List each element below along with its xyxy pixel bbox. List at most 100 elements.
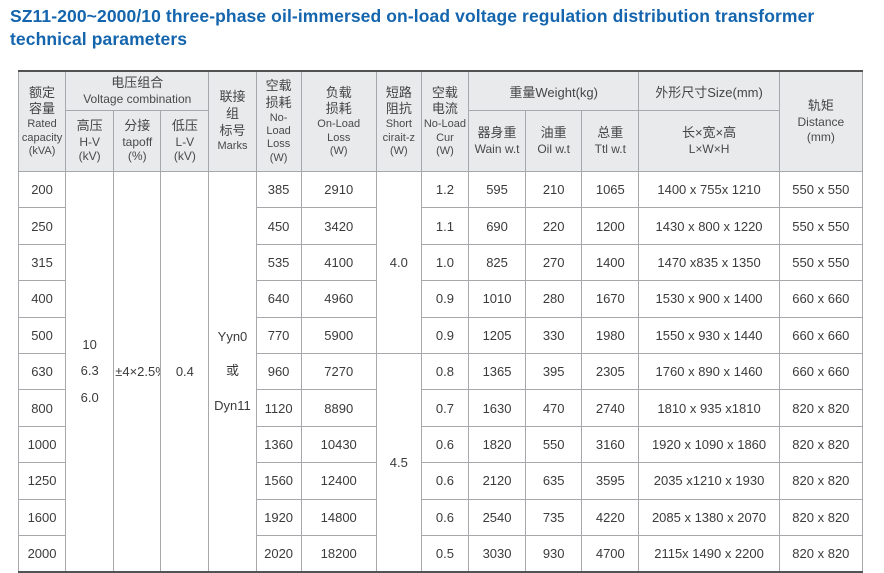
header-rated-capacity: 额定 容量 Rated capacity (kVA) xyxy=(17,70,67,172)
cell-distance: 820 x 820 xyxy=(778,389,864,427)
table-row: 250 450 3420 1.1 690 220 1200 1430 x 800 x 1220… xyxy=(17,207,864,245)
cell-wain-weight: 2540 xyxy=(467,498,527,536)
cell-wain-weight: 1820 xyxy=(467,425,527,464)
header-voltage-combination-en: Voltage combination xyxy=(83,92,192,107)
cell-size: 1920 x 1090 x 1860 xyxy=(638,425,780,464)
cell-no-load-loss: 1560 xyxy=(255,462,302,500)
header-distance: 轨矩 Distance (mm) xyxy=(778,70,864,172)
cell-on-load-loss: 8890 xyxy=(300,389,377,427)
header-voltage-combination-zh: 电压组合 xyxy=(111,75,164,91)
header-marks-en: Marks xyxy=(217,140,248,153)
cell-rated-capacity: 500 xyxy=(17,316,67,354)
cell-on-load-loss: 10430 xyxy=(300,425,377,464)
cell-short-circuit-merged: 4.0 xyxy=(375,171,422,354)
cropped-text-artifact: SZ11-200~2000/10 three-phase oil-immerse… xyxy=(10,0,876,3)
cell-oil-weight: 330 xyxy=(525,316,583,354)
cell-oil-weight: 395 xyxy=(525,352,583,391)
table-row: 315 535 4100 1.0 825 270 1400 1470 x835 x 1350 5… xyxy=(17,243,864,282)
cell-size: 2085 x 1380 x 2070 xyxy=(638,498,780,536)
header-oil-weight-en: Oil w.t xyxy=(537,142,570,157)
cell-on-load-loss: 12400 xyxy=(300,462,377,500)
cell-on-load-loss: 7270 xyxy=(300,352,377,391)
header-lwh-en: L×W×H xyxy=(688,142,730,157)
cell-distance: 550 x 550 xyxy=(778,243,864,282)
cell-wain-weight: 2120 xyxy=(467,462,527,500)
cell-total-weight: 1980 xyxy=(581,316,640,354)
cell-on-load-loss: 2910 xyxy=(300,170,377,209)
cell-no-load-current: 1.0 xyxy=(420,243,469,282)
header-distance-zh: 轨矩 xyxy=(807,98,834,114)
cell-rated-capacity: 630 xyxy=(17,352,67,391)
cell-size: 1760 x 890 x 1460 xyxy=(638,352,780,391)
cell-on-load-loss: 4100 xyxy=(300,243,377,282)
cell-rated-capacity: 200 xyxy=(17,170,67,209)
cell-no-load-current: 0.6 xyxy=(420,498,469,536)
header-on-load-loss-zh: 负载 损耗 xyxy=(325,84,352,117)
cell-size: 1530 x 900 x 1400 xyxy=(638,280,780,318)
cell-no-load-loss: 385 xyxy=(255,170,302,209)
cell-distance: 660 x 660 xyxy=(778,316,864,354)
header-on-load-loss-en: On-Load Loss (W) xyxy=(317,118,361,158)
cell-total-weight: 1670 xyxy=(581,280,640,318)
cell-total-weight: 1065 xyxy=(581,170,640,209)
cell-oil-weight: 270 xyxy=(525,243,583,282)
cell-tapoff-merged: ±4×2.5% xyxy=(113,171,162,573)
header-tapoff: 分接 tapoff (%) xyxy=(113,110,162,172)
cell-distance: 550 x 550 xyxy=(778,207,864,245)
header-no-load-loss: 空载 损耗 No-Load Loss (W) xyxy=(255,70,302,172)
page-title: SZ11-200~2000/10 three-phase oil-immerse… xyxy=(10,5,814,51)
cell-no-load-current: 0.9 xyxy=(420,280,469,318)
cell-size: 2035 x1210 x 1930 xyxy=(638,462,780,500)
cell-distance: 820 x 820 xyxy=(778,462,864,500)
header-oil-weight: 油重 Oil w.t xyxy=(525,110,583,172)
cell-distance: 820 x 820 xyxy=(778,498,864,536)
cell-total-weight: 4220 xyxy=(581,498,640,536)
header-marks: 联接 组 标号 Marks xyxy=(208,70,257,172)
cell-rated-capacity: 400 xyxy=(17,280,67,318)
table-row: 400 640 4960 0.9 1010 280 1670 1530 x 900 x 140… xyxy=(17,280,864,318)
header-voltage-combination: 电压组合 Voltage combination xyxy=(65,70,210,111)
cell-total-weight: 2740 xyxy=(581,389,640,427)
header-high-voltage-en: H-V (kV) xyxy=(78,134,101,164)
page-title-line1: SZ11-200~2000/10 three-phase oil-immerse… xyxy=(10,6,815,26)
cell-no-load-current: 1.2 xyxy=(420,170,469,209)
cell-distance: 550 x 550 xyxy=(778,170,864,209)
cell-rated-capacity: 1600 xyxy=(17,498,67,536)
cell-on-load-loss: 14800 xyxy=(300,498,377,536)
header-short-circuit-impedance: 短路 阻抗 Short cirait-z (W) xyxy=(375,70,422,172)
cell-no-load-loss: 1360 xyxy=(255,425,302,464)
cell-size: 1430 x 800 x 1220 xyxy=(638,207,780,245)
header-wain-weight-en: Wain w.t xyxy=(474,142,520,157)
header-marks-zh: 联接 组 标号 xyxy=(219,89,246,139)
cell-on-load-loss: 5900 xyxy=(300,316,377,354)
cell-size: 1400 x 755x 1210 xyxy=(638,170,780,209)
cell-hv-merged: 10 6.3 6.0 xyxy=(65,171,115,573)
cell-rated-capacity: 1000 xyxy=(17,425,67,464)
cell-short-circuit-merged: 4.5 xyxy=(375,352,422,573)
cell-total-weight: 3595 xyxy=(581,462,640,500)
cell-total-weight: 2305 xyxy=(581,352,640,391)
header-low-voltage-en: L-V (kV) xyxy=(173,134,196,164)
cell-no-load-current: 0.6 xyxy=(420,462,469,500)
header-low-voltage: 低压 L-V (kV) xyxy=(160,110,210,172)
cell-no-load-current: 0.8 xyxy=(420,352,469,391)
cell-size: 1810 x 935 x1810 xyxy=(638,389,780,427)
cell-rated-capacity: 800 xyxy=(17,389,67,427)
header-tapoff-en: tapoff (%) xyxy=(122,134,153,164)
cell-total-weight: 1400 xyxy=(581,243,640,282)
header-tapoff-zh: 分接 xyxy=(124,117,151,133)
header-total-weight-zh: 总重 xyxy=(597,125,624,141)
cell-total-weight: 1200 xyxy=(581,207,640,245)
cell-on-load-loss: 4960 xyxy=(300,280,377,318)
header-wain-weight: 器身重 Wain w.t xyxy=(467,110,527,172)
cell-no-load-loss: 450 xyxy=(255,207,302,245)
cell-no-load-current: 0.7 xyxy=(420,389,469,427)
cell-wain-weight: 595 xyxy=(467,170,527,209)
cell-distance: 820 x 820 xyxy=(778,425,864,464)
cell-wain-weight: 1630 xyxy=(467,389,527,427)
header-no-load-loss-en: No-Load Loss (W) xyxy=(266,111,291,164)
cell-lv-merged: 0.4 xyxy=(160,171,210,573)
header-no-load-loss-zh: 空载 损耗 xyxy=(265,77,292,110)
